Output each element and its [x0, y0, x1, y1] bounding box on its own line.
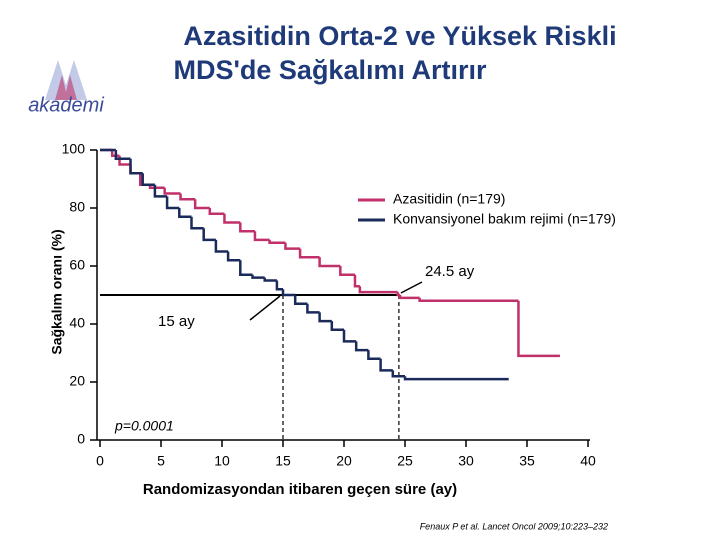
source: Fenaux P et al. Lancet Oncol 2009;10:223… [420, 521, 608, 531]
annotation: p=0.0001 [114, 418, 174, 434]
survival-step [403, 376, 509, 381]
survival-step [268, 239, 286, 245]
survival-step [367, 350, 381, 361]
survival-step [239, 222, 255, 233]
y-axis-title: Sağkalım oranı (%) [49, 229, 65, 354]
x-tick-label: 30 [458, 453, 474, 469]
x-tick-label: 10 [214, 453, 230, 469]
annotation: 15 ay [158, 313, 195, 330]
survival-step [239, 260, 253, 276]
survival-step [318, 257, 341, 268]
survival-step [293, 295, 308, 305]
x-axis-title: Randomizasyondan itibaren geçen süre (ay… [143, 481, 457, 498]
y-tick-label: 80 [69, 199, 85, 215]
survival-step [253, 231, 270, 242]
survival-step [353, 274, 360, 288]
annotation: 24.5 ay [425, 263, 475, 280]
logo-text: akademi [28, 94, 104, 116]
chart-title: MDS'de Sağkalımı Artırır [173, 55, 486, 85]
survival-step [391, 370, 405, 378]
logo: akademi [28, 60, 104, 116]
survival-step [178, 208, 192, 218]
survival-step [306, 303, 320, 314]
survival-step [330, 321, 344, 332]
survival-step [153, 184, 168, 198]
survival-step [251, 274, 265, 279]
survival-step [179, 193, 196, 201]
survival-step [418, 297, 519, 303]
survival-step [129, 164, 141, 175]
y-tick-label: 40 [69, 315, 85, 331]
survival-step [214, 239, 229, 253]
legend-label: Konvansiyonel bakım rejimi (n=179) [393, 211, 616, 227]
y-tick-label: 20 [69, 373, 85, 389]
legend-label: Azasitidin (n=179) [393, 191, 505, 207]
logo-mark [45, 60, 87, 100]
chart-title: Azasitidin Orta-2 ve Yüksek Riskli [183, 21, 616, 51]
survival-step [141, 173, 155, 187]
survival-step [193, 199, 210, 210]
x-tick-label: 35 [519, 453, 535, 469]
x-tick-label: 0 [96, 453, 104, 469]
x-tick-label: 20 [336, 453, 352, 469]
survival-step [190, 216, 204, 230]
x-tick-label: 15 [275, 453, 291, 469]
survival-step [118, 155, 131, 166]
x-tick-label: 25 [397, 453, 413, 469]
survival-step [339, 266, 355, 276]
logo-mark [55, 75, 77, 100]
annotation-arrow [400, 281, 423, 294]
survival-step [263, 277, 277, 282]
survival-step [281, 289, 296, 297]
survival-step [379, 358, 393, 372]
survival-step [284, 242, 301, 250]
y-tick-label: 60 [69, 257, 85, 273]
x-tick-label: 5 [157, 453, 165, 469]
annotation-arrow [249, 295, 281, 321]
y-tick-label: 100 [62, 141, 86, 157]
survival-step [163, 187, 181, 195]
y-tick-label: 0 [77, 431, 85, 447]
survival-step [275, 280, 283, 291]
survival-step [226, 251, 241, 262]
survival-step [354, 341, 369, 352]
survival-step [114, 150, 131, 160]
survival-step [202, 228, 216, 242]
survival-step [223, 213, 241, 224]
survival-step [129, 158, 143, 175]
survival-step [342, 329, 357, 343]
survival-step [358, 286, 398, 294]
survival-step [298, 248, 320, 259]
survival-step [208, 208, 225, 216]
survival-step [318, 312, 332, 323]
survival-step [396, 292, 401, 297]
survival-step [165, 196, 180, 210]
x-tick-label: 40 [580, 453, 596, 469]
survival-step [517, 300, 560, 358]
survival-step [398, 295, 420, 300]
